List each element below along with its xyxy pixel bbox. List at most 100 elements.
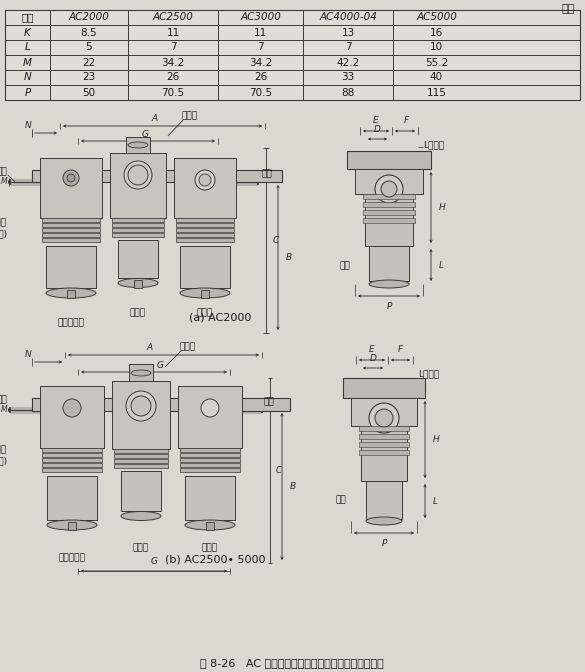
Text: 11: 11 bbox=[166, 28, 180, 38]
Text: AC4000-04: AC4000-04 bbox=[319, 13, 377, 22]
Text: 管接头: 管接头 bbox=[0, 446, 7, 454]
Bar bbox=[176, 223, 234, 227]
Bar bbox=[366, 481, 402, 519]
Text: G: G bbox=[157, 361, 163, 370]
Bar bbox=[46, 246, 96, 288]
Bar bbox=[68, 522, 76, 530]
Text: AC2500: AC2500 bbox=[153, 13, 194, 22]
Bar bbox=[176, 228, 234, 232]
Text: 26: 26 bbox=[166, 73, 180, 83]
Bar bbox=[201, 290, 209, 298]
Ellipse shape bbox=[46, 288, 96, 298]
Text: (任选项): (任选项) bbox=[0, 230, 7, 239]
Text: 8.5: 8.5 bbox=[81, 28, 97, 38]
Text: 7: 7 bbox=[257, 42, 264, 52]
Text: 70.5: 70.5 bbox=[161, 87, 184, 97]
Bar bbox=[112, 233, 164, 237]
Text: A: A bbox=[147, 343, 153, 352]
Text: C: C bbox=[276, 466, 282, 475]
Bar bbox=[126, 137, 150, 155]
Bar bbox=[112, 218, 164, 222]
Text: L: L bbox=[433, 497, 438, 505]
Text: P: P bbox=[381, 539, 387, 548]
Bar bbox=[47, 476, 97, 520]
Text: M: M bbox=[23, 58, 32, 67]
Text: 34.2: 34.2 bbox=[161, 58, 185, 67]
Bar bbox=[369, 246, 409, 281]
Text: B: B bbox=[290, 482, 296, 491]
Text: AC2000: AC2000 bbox=[68, 13, 109, 22]
Text: 13: 13 bbox=[342, 28, 355, 38]
Text: 5: 5 bbox=[85, 42, 92, 52]
Text: 34.2: 34.2 bbox=[249, 58, 272, 67]
Text: N: N bbox=[25, 121, 32, 130]
Text: 23: 23 bbox=[82, 73, 95, 83]
Ellipse shape bbox=[185, 520, 235, 530]
Bar bbox=[114, 464, 168, 468]
Text: (任选项): (任选项) bbox=[0, 456, 7, 466]
Bar bbox=[355, 169, 423, 194]
Text: P: P bbox=[25, 87, 30, 97]
Text: 55.2: 55.2 bbox=[425, 58, 448, 67]
Bar bbox=[206, 522, 214, 530]
Bar bbox=[174, 158, 236, 218]
Text: AC5000: AC5000 bbox=[416, 13, 457, 22]
Text: 油雾器: 油雾器 bbox=[202, 544, 218, 552]
Bar bbox=[112, 381, 170, 449]
Bar bbox=[180, 468, 240, 472]
Bar bbox=[40, 158, 102, 218]
Text: 减压阀: 减压阀 bbox=[133, 544, 149, 552]
Text: 表口径: 表口径 bbox=[180, 343, 196, 351]
Text: K: K bbox=[24, 28, 31, 38]
Circle shape bbox=[195, 170, 215, 190]
Ellipse shape bbox=[180, 288, 230, 298]
Text: 7: 7 bbox=[345, 42, 352, 52]
Ellipse shape bbox=[121, 511, 161, 521]
Text: 入口: 入口 bbox=[0, 167, 7, 177]
Bar bbox=[178, 386, 242, 448]
Bar bbox=[359, 434, 409, 439]
Circle shape bbox=[67, 174, 75, 182]
Bar bbox=[359, 450, 409, 455]
Text: 口径: 口径 bbox=[335, 495, 346, 505]
Text: E: E bbox=[373, 116, 379, 125]
Bar bbox=[361, 426, 407, 481]
Bar bbox=[363, 202, 415, 207]
Bar bbox=[118, 240, 158, 278]
Ellipse shape bbox=[47, 520, 97, 530]
Text: G: G bbox=[150, 557, 157, 566]
Text: 40: 40 bbox=[430, 73, 443, 83]
Text: P: P bbox=[386, 302, 392, 311]
Text: L形托架: L形托架 bbox=[418, 370, 439, 378]
Text: 型号: 型号 bbox=[21, 13, 34, 22]
Bar bbox=[40, 386, 104, 448]
Text: AC3000: AC3000 bbox=[240, 13, 281, 22]
Text: (b) AC2500• 5000: (b) AC2500• 5000 bbox=[165, 555, 265, 565]
Text: 排水过滤器: 排水过滤器 bbox=[57, 319, 84, 327]
Bar bbox=[129, 364, 153, 383]
Text: 出口: 出口 bbox=[261, 169, 272, 179]
Bar bbox=[114, 454, 168, 458]
Bar bbox=[347, 151, 431, 169]
Bar bbox=[42, 448, 102, 452]
Bar bbox=[42, 463, 102, 467]
Bar bbox=[42, 218, 100, 222]
Bar bbox=[42, 228, 100, 232]
Circle shape bbox=[63, 399, 81, 417]
Bar bbox=[359, 442, 409, 447]
Text: G: G bbox=[142, 130, 149, 139]
Bar bbox=[176, 218, 234, 222]
Bar bbox=[112, 228, 164, 232]
Text: M: M bbox=[1, 405, 7, 415]
Bar bbox=[42, 238, 100, 242]
Bar bbox=[5, 10, 580, 100]
Bar bbox=[180, 453, 240, 457]
Text: 排水过滤器: 排水过滤器 bbox=[58, 554, 85, 562]
Bar bbox=[343, 378, 425, 398]
Text: C: C bbox=[273, 236, 279, 245]
Text: H: H bbox=[433, 435, 440, 444]
Text: D: D bbox=[374, 125, 381, 134]
Bar bbox=[363, 210, 415, 215]
Text: (a) AC2000: (a) AC2000 bbox=[189, 313, 251, 323]
Text: 管接头: 管接头 bbox=[0, 218, 7, 228]
